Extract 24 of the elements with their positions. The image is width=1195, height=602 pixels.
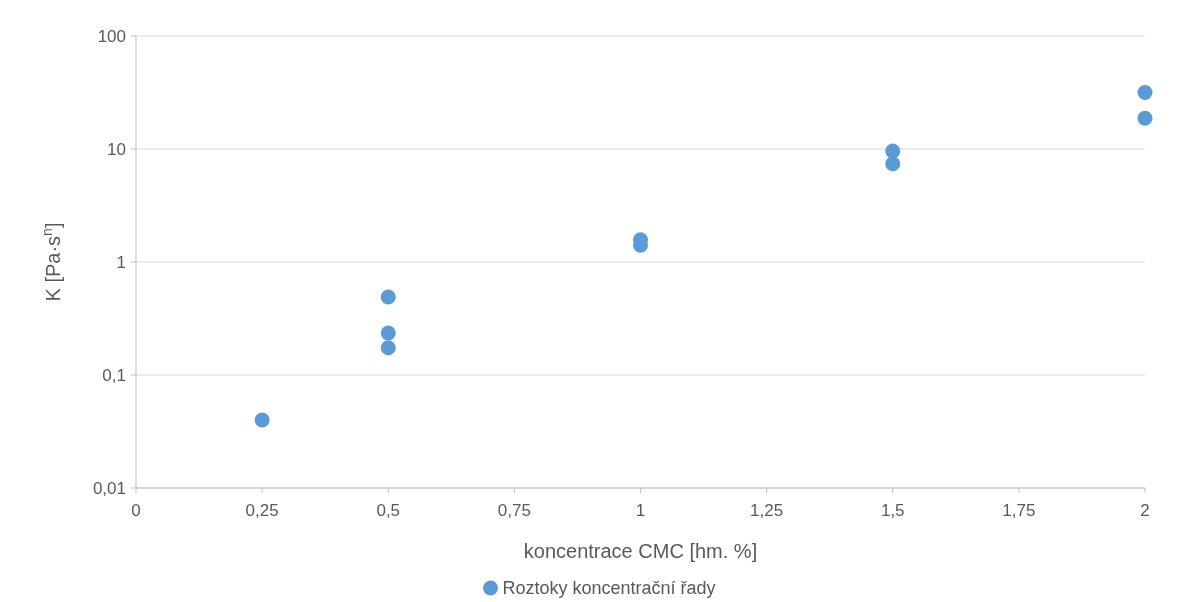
point [380,289,396,305]
legend-label: Roztoky koncentrační řady [502,578,716,599]
x-axis-title: koncentrace CMC [hm. %] [523,540,758,562]
x-tick-label: 0,25 [245,501,279,520]
x-tick-label: 1 [635,501,646,520]
x-tick-label: 0,5 [376,501,401,520]
y-tick-label: 0,01 [92,478,126,498]
point [1137,110,1153,126]
x-tick-label: 1,5 [880,501,905,520]
x-tick-label: 2 [1140,501,1150,520]
y-tick-label: 10 [107,139,126,159]
y-tick-label: 1 [116,252,126,272]
y-tick-label: 0,1 [102,365,126,385]
point [885,143,901,159]
x-tick-label: 1,75 [1002,501,1036,520]
point [1137,85,1153,101]
x-tick-label: 0 [131,501,141,520]
point [254,412,270,428]
point [885,156,901,172]
point [380,325,396,341]
y-tick-label: 100 [97,26,126,46]
point [380,340,396,356]
x-tick-label: 0,75 [497,501,531,520]
x-tick-label: 1,25 [750,501,784,520]
